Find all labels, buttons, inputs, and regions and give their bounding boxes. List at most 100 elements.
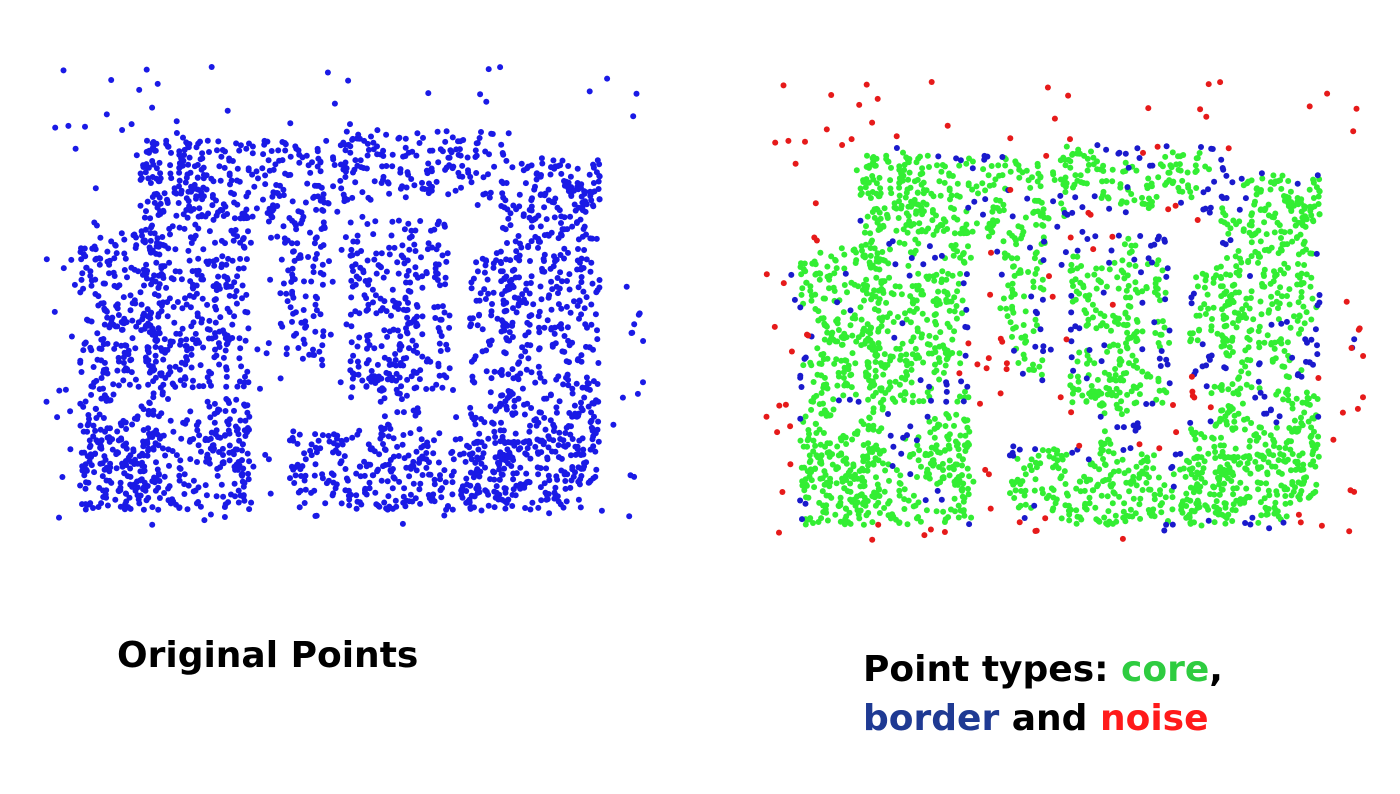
core-point: [928, 444, 935, 451]
scatter-point: [198, 276, 205, 283]
scatter-point: [556, 323, 563, 330]
core-point: [835, 327, 842, 333]
scatter-point: [386, 190, 393, 197]
scatter-point: [233, 427, 240, 434]
scatter-point: [537, 223, 544, 230]
core-point: [1083, 180, 1090, 187]
scatter-point: [459, 483, 466, 490]
scatter-point: [222, 501, 229, 508]
core-point: [957, 230, 964, 237]
core-point: [1101, 410, 1108, 417]
scatter-point: [350, 238, 357, 245]
scatter-point: [402, 144, 409, 151]
core-point: [863, 276, 870, 283]
scatter-point: [504, 240, 510, 246]
scatter-point: [331, 431, 337, 438]
core-point: [1275, 316, 1282, 323]
scatter-point: [150, 390, 157, 397]
core-point: [1151, 491, 1158, 498]
core-point: [1248, 239, 1255, 246]
scatter-point: [401, 485, 408, 492]
scatter-point: [397, 362, 404, 369]
scatter-point: [563, 498, 570, 505]
scatter-point: [357, 157, 364, 164]
scatter-point: [578, 405, 585, 411]
scatter-point: [467, 323, 474, 330]
scatter-point: [556, 285, 563, 292]
core-point: [957, 432, 964, 439]
scatter-point: [457, 435, 464, 442]
core-point: [961, 416, 968, 423]
scatter-point: [534, 464, 541, 471]
core-point: [1271, 268, 1277, 275]
scatter-point: [477, 290, 484, 297]
scatter-point: [129, 317, 136, 324]
core-point: [1300, 241, 1307, 247]
scatter-point: [176, 169, 183, 176]
scatter-point: [640, 379, 646, 386]
scatter-point: [466, 444, 473, 451]
scatter-point: [167, 162, 174, 169]
core-point: [853, 338, 860, 345]
scatter-point: [322, 500, 329, 507]
core-point: [833, 356, 840, 363]
core-point: [1294, 195, 1301, 201]
scatter-point: [161, 473, 168, 480]
scatter-point: [93, 437, 100, 444]
scatter-point: [245, 228, 251, 235]
scatter-point: [436, 372, 443, 379]
scatter-point: [565, 382, 572, 389]
core-point: [1118, 411, 1125, 418]
scatter-point: [217, 314, 224, 321]
scatter-point: [314, 163, 321, 170]
scatter-point: [106, 270, 112, 277]
scatter-point: [143, 275, 150, 282]
scatter-point: [282, 147, 289, 154]
scatter-point: [496, 453, 503, 460]
scatter-point: [450, 387, 456, 393]
scatter-point: [82, 461, 89, 468]
scatter-point: [231, 199, 238, 206]
core-point: [947, 196, 953, 203]
core-point: [1093, 325, 1100, 332]
core-point: [1077, 488, 1084, 495]
scatter-point: [136, 453, 143, 459]
core-point: [1274, 290, 1281, 296]
scatter-point: [517, 464, 524, 471]
core-point: [1136, 391, 1143, 398]
core-point: [1307, 434, 1314, 441]
core-point: [924, 152, 931, 159]
scatter-point: [604, 75, 611, 82]
scatter-point: [506, 329, 513, 336]
core-point: [1244, 334, 1251, 341]
scatter-point: [559, 348, 566, 355]
scatter-point: [468, 456, 475, 463]
core-point: [1190, 489, 1197, 496]
scatter-point: [200, 246, 207, 253]
scatter-point: [100, 415, 107, 421]
scatter-point: [110, 381, 117, 388]
scatter-point: [353, 505, 360, 512]
core-point: [915, 270, 922, 277]
scatter-point: [198, 212, 205, 218]
core-point: [1230, 501, 1237, 508]
scatter-point: [123, 426, 130, 432]
core-point: [1069, 390, 1076, 397]
core-point: [1119, 456, 1126, 463]
scatter-point: [83, 264, 90, 271]
scatter-point: [619, 394, 626, 401]
core-point: [871, 306, 878, 313]
core-point: [1269, 356, 1276, 363]
scatter-point: [210, 283, 217, 290]
scatter-point: [111, 255, 118, 262]
scatter-point: [82, 339, 89, 346]
scatter-point: [104, 370, 111, 377]
scatter-point: [319, 471, 326, 478]
core-point: [876, 174, 883, 181]
core-point: [1122, 309, 1129, 316]
scatter-point: [221, 432, 228, 439]
core-point: [896, 163, 903, 170]
scatter-point: [242, 337, 249, 344]
scatter-point: [231, 191, 237, 198]
core-point: [1281, 348, 1288, 354]
